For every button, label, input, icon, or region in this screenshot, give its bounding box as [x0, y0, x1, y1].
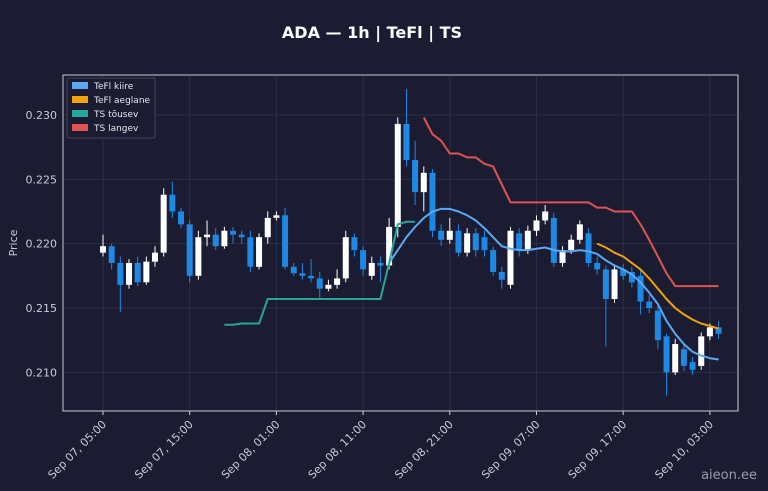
- watermark: aieon.ee: [701, 468, 757, 483]
- candle-body: [126, 262, 133, 285]
- candle-body: [663, 336, 670, 373]
- candle-body: [438, 230, 445, 240]
- indicator-line: [388, 207, 719, 361]
- candle-body: [264, 217, 271, 238]
- candle-body: [611, 269, 618, 299]
- candle-body: [490, 250, 497, 272]
- chart-title: ADA — 1h | TeFl | TS: [282, 23, 462, 43]
- candle-body: [698, 336, 705, 366]
- y-tick-label: 0.210: [26, 366, 58, 379]
- legend-label: TeFl aeglane: [93, 96, 151, 106]
- candle-body: [646, 301, 653, 309]
- candle-body: [238, 234, 245, 238]
- candle-body: [308, 275, 315, 279]
- candle-body: [628, 271, 635, 283]
- indicator-line: [422, 117, 719, 288]
- y-axis-label: Price: [7, 229, 20, 256]
- candle-body: [247, 237, 254, 267]
- candle-body: [715, 327, 722, 334]
- candle-body: [377, 262, 384, 266]
- indicator-line: [596, 242, 719, 330]
- candle-body: [429, 172, 436, 231]
- candle-body: [568, 239, 575, 251]
- candle-body: [654, 310, 661, 341]
- candle-body: [498, 271, 505, 280]
- y-tick-label: 0.220: [26, 238, 58, 251]
- candle-body: [169, 194, 176, 212]
- candle-body: [602, 269, 609, 299]
- candle-body: [212, 234, 219, 247]
- y-tick-label: 0.225: [26, 173, 58, 186]
- candle-body: [351, 237, 358, 251]
- candle-body: [481, 237, 488, 251]
- y-tick-label: 0.215: [26, 302, 58, 315]
- candle-body: [533, 220, 540, 231]
- candle-body: [524, 230, 531, 251]
- candle-body: [689, 362, 696, 370]
- candle-body: [152, 252, 159, 262]
- candle-body: [455, 230, 462, 253]
- candle-body: [594, 262, 601, 270]
- candle-body: [230, 230, 237, 235]
- candle-body: [542, 211, 549, 221]
- legend-swatch: [72, 82, 88, 89]
- legend-swatch: [72, 124, 88, 131]
- candle-body: [221, 230, 228, 247]
- candle-body: [680, 349, 687, 366]
- candle-body: [108, 246, 115, 263]
- candle-body: [394, 123, 401, 227]
- candle-body: [472, 233, 479, 251]
- candle-body: [256, 237, 263, 267]
- candle-body: [386, 226, 393, 266]
- plot-frame: [62, 74, 739, 412]
- candle-body: [360, 250, 367, 270]
- candle-body: [273, 215, 280, 218]
- candle-body: [576, 224, 583, 240]
- candle-body: [282, 215, 289, 267]
- candle-body: [334, 278, 341, 285]
- candle-body: [117, 262, 124, 285]
- legend: TeFl kiire TeFl aeglane TS tõusev TS langev: [66, 77, 156, 139]
- legend-label: TS tõusev: [93, 110, 139, 120]
- candle-body: [507, 230, 514, 285]
- candle-body: [585, 233, 592, 263]
- candle-body: [325, 284, 332, 289]
- candle-body: [186, 224, 193, 276]
- candle-body: [143, 261, 150, 283]
- candle-body: [290, 266, 297, 274]
- candle-body: [160, 194, 167, 253]
- candle-body: [550, 217, 557, 263]
- candle-body: [178, 211, 185, 225]
- indicator-line: [224, 220, 416, 326]
- candle-body: [412, 159, 419, 193]
- legend-swatch: [72, 110, 88, 117]
- candle-body: [342, 237, 349, 279]
- legend-swatch: [72, 96, 88, 103]
- candle-body: [672, 344, 679, 373]
- y-tick-label: 0.230: [26, 109, 58, 122]
- candle-body: [134, 262, 141, 283]
- candle-body: [559, 250, 566, 263]
- legend-label: TeFl kiire: [93, 82, 134, 92]
- candle-body: [403, 123, 410, 160]
- candle-body: [195, 237, 202, 276]
- candle-body: [706, 327, 713, 337]
- candle-body: [516, 233, 523, 251]
- legend-box: [66, 77, 156, 139]
- legend-label: TS langev: [93, 124, 139, 134]
- candle-body: [464, 233, 471, 253]
- candle-body: [420, 172, 427, 193]
- candle-body: [446, 230, 453, 240]
- candle-body: [299, 273, 306, 276]
- candle-body: [204, 234, 211, 238]
- candle-body: [368, 262, 375, 276]
- candle-body: [637, 275, 644, 302]
- candle-body: [316, 278, 323, 289]
- candle-body: [620, 269, 627, 276]
- candle-body: [100, 246, 106, 253]
